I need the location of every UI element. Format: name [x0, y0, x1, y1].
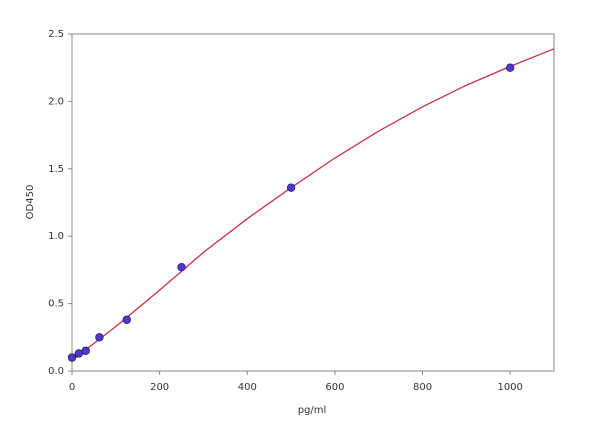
x-tick-label: 0 — [69, 382, 75, 393]
y-tick-label: 2.0 — [48, 96, 64, 107]
y-tick-label: 0.5 — [48, 299, 64, 310]
x-tick-label: 200 — [150, 382, 169, 393]
x-axis-label: pg/ml — [298, 405, 327, 416]
y-tick-label: 0.0 — [48, 366, 64, 377]
data-point — [81, 346, 90, 355]
x-tick-label: 600 — [325, 382, 344, 393]
y-tick-label: 2.5 — [48, 29, 64, 40]
data-point — [122, 315, 131, 324]
data-point — [67, 353, 77, 362]
y-axis-label: OD450 — [25, 185, 36, 220]
plot-frame — [71, 33, 555, 372]
y-tick-label: 1.5 — [48, 164, 64, 175]
fit-curve — [71, 48, 555, 361]
data-point — [505, 63, 515, 72]
data-point — [177, 263, 186, 272]
x-tick-label: 400 — [238, 382, 257, 393]
y-tick-label: 1.0 — [48, 231, 64, 242]
data-point — [95, 333, 104, 342]
data-point — [286, 183, 296, 192]
x-tick-label: 1000 — [497, 382, 522, 393]
x-tick-label: 800 — [413, 382, 432, 393]
